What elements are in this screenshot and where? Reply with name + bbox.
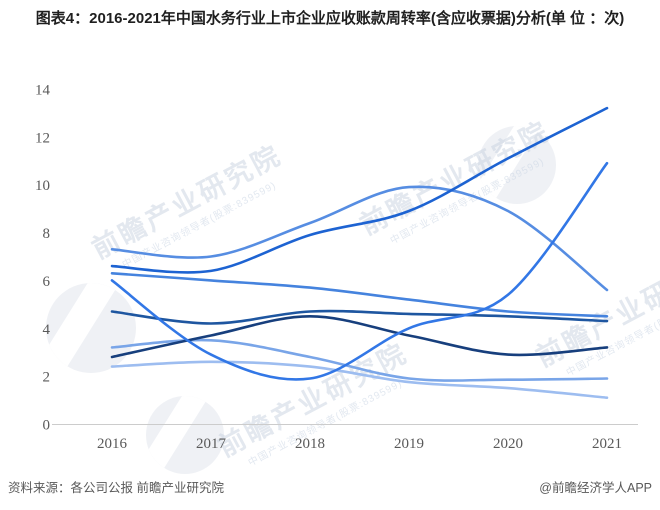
y-tick-label: 6 [43,274,51,290]
footer: 资料来源：各公司公报 前瞻产业研究院 @前瞻经济学人APP [8,477,652,496]
y-tick-label: 12 [35,130,50,146]
series-line-6 [110,314,609,359]
x-tick-label: 2016 [97,436,128,452]
watermark-logo [146,396,224,474]
series-line-8 [110,360,609,399]
x-tick-label: 2021 [592,436,622,452]
y-tick-label: 4 [43,322,51,338]
y-tick-label: 10 [35,178,50,194]
x-tick-label: 2017 [196,436,227,452]
page-title: 图表4：2016-2021年中国水务行业上市企业应收账款周转率(含应收票据)分析… [35,10,625,27]
series-line-5 [110,161,609,381]
series-line-2 [110,106,609,274]
watermark-logo [46,283,136,373]
credit-note: @前瞻经济学人APP [539,481,652,495]
y-tick-label: 2 [43,370,51,386]
x-tick-label: 2020 [493,436,523,452]
x-tick-label: 2019 [394,436,424,452]
series-line-1 [110,185,609,292]
series-line-3 [110,272,609,318]
source-note: 资料来源：各公司公报 前瞻产业研究院 [8,481,224,495]
x-tick-label: 2018 [295,436,325,452]
y-tick-label: 8 [43,226,51,242]
y-tick-label: 0 [43,418,51,434]
series-line-4 [110,309,609,325]
y-tick-label: 14 [35,83,51,99]
line-chart: 0 2 4 6 8 10 12 14 2016 2017 2018 2019 2020 2021 [35,83,638,452]
series-line-7 [110,338,609,382]
